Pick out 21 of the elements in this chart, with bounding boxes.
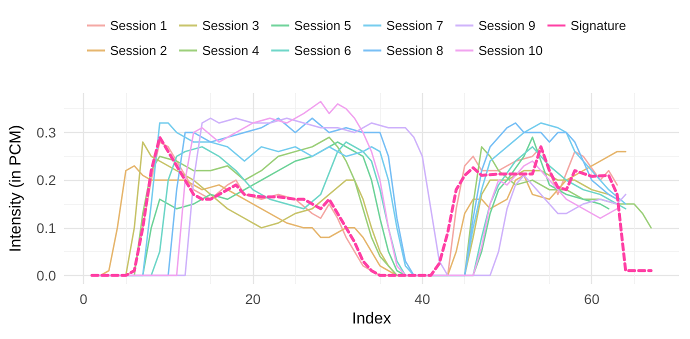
legend-label: Session 3	[202, 18, 260, 33]
y-tick-label: 0.2	[36, 172, 56, 188]
legend-label: Session 9	[478, 18, 536, 33]
legend-label: Session 5	[294, 18, 352, 33]
legend-label: Signature	[570, 18, 626, 33]
x-axis-title: Index	[352, 310, 392, 328]
y-tick-label: 0.0	[36, 267, 56, 284]
legend-label: Session 10	[478, 43, 543, 58]
y-axis-title: Intensity (in PCM)	[8, 124, 24, 252]
x-tick-label: 0	[80, 291, 88, 307]
legend-label: Session 2	[110, 43, 168, 58]
legend-label: Session 4	[202, 43, 260, 58]
y-tick-label: 0.3	[36, 124, 56, 141]
legend-label: Session 8	[386, 43, 444, 58]
y-tick-label: 0.1	[36, 220, 56, 236]
x-tick-label: 20	[245, 291, 261, 307]
x-tick-label: 40	[414, 291, 430, 307]
legend-label: Session 7	[386, 18, 444, 33]
x-tick-label: 60	[584, 291, 600, 307]
legend-label: Session 1	[110, 18, 168, 33]
legend-label: Session 6	[294, 43, 352, 58]
